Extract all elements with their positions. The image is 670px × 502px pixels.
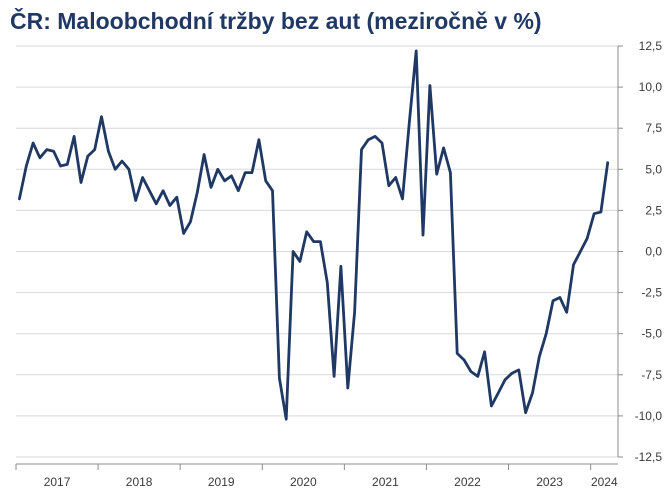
x-tick-label: 2023: [536, 475, 563, 489]
x-tick-label: 2024: [591, 475, 618, 489]
x-tick-label: 2019: [208, 475, 235, 489]
x-tick-label: 2018: [126, 475, 153, 489]
y-tick-label: -10,0: [635, 409, 663, 423]
series-layer: [17, 49, 610, 421]
y-tick-label: -7,5: [641, 368, 662, 382]
x-tick-label: 2020: [290, 475, 317, 489]
y-tick-label: 12,5: [639, 39, 663, 53]
y-axis-labels: 12,5 10,0 7,5 5,0 2,5 0,0 -2,5 -5,0 -7,5 -10,0 -12…: [635, 39, 663, 464]
y-tick-label: -5,0: [641, 327, 662, 341]
x-tick-label: 2017: [44, 475, 71, 489]
y-tick-label: 5,0: [645, 162, 662, 176]
series-line: [17, 49, 610, 421]
y-tick-label: 10,0: [639, 80, 663, 94]
y-tick-label: -2,5: [641, 286, 662, 300]
y-tick-label: 2,5: [645, 203, 662, 217]
x-tick-label: 2021: [372, 475, 399, 489]
gridlines: [16, 45, 623, 458]
y-tick-label: -12,5: [635, 450, 663, 464]
x-axis-labels: 2017 2018 2019 2020 2021 2022 2023 2024: [44, 475, 618, 489]
x-tick-label: 2022: [454, 475, 481, 489]
chart-title: ČR: Maloobchodní tržby bez aut (meziročn…: [10, 8, 542, 34]
y-tick-label: 7,5: [645, 121, 662, 135]
y-tick-label: 0,0: [645, 245, 662, 259]
x-axis: [15, 463, 618, 470]
